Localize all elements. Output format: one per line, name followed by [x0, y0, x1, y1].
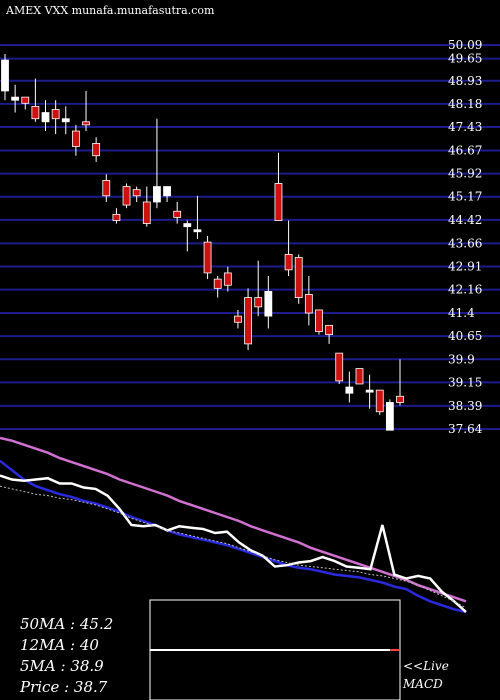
candle: [183, 220, 192, 252]
candle: [325, 324, 334, 344]
ma-series-line: [0, 485, 467, 609]
y-tick-label: 49.65: [448, 52, 482, 66]
candle: [304, 276, 313, 326]
candle: [153, 118, 161, 209]
candle: [345, 371, 354, 403]
candle: [294, 254, 303, 304]
ma50-label: 50MA : 45.2: [20, 615, 113, 633]
candle: [254, 260, 263, 317]
candle: [61, 106, 70, 135]
candle: [365, 374, 374, 409]
price-label: Price : 38.7: [19, 678, 108, 696]
candle: [203, 235, 212, 280]
candle: [1, 53, 9, 101]
candle: [31, 78, 40, 122]
ma-series-line: [0, 459, 467, 614]
macd-live-label: <<Live: [403, 659, 449, 673]
y-tick-label: 43.66: [448, 236, 482, 250]
ma-series-line: [0, 474, 467, 613]
y-tick-label: 44.42: [448, 213, 482, 227]
y-tick-label: 40.65: [448, 329, 482, 343]
y-tick-label: 42.91: [448, 259, 482, 273]
ma12-label: 12MA : 40: [20, 636, 99, 654]
y-tick-label: 41.4: [448, 306, 475, 320]
candle: [82, 90, 90, 132]
y-tick-label: 47.43: [448, 120, 482, 134]
ma5-label: 5MA : 38.9: [20, 657, 104, 675]
candle: [385, 399, 394, 431]
candle: [396, 359, 404, 406]
candle: [112, 208, 121, 224]
y-tick-label: 46.67: [448, 143, 482, 157]
candle: [51, 100, 60, 135]
y-tick-label: 48.18: [448, 97, 482, 111]
y-tick-label: 45.92: [448, 167, 482, 181]
candle: [142, 186, 151, 227]
candle: [223, 266, 232, 292]
y-tick-label: 39.9: [448, 352, 475, 366]
y-tick-label: 50.09: [448, 38, 482, 52]
y-tick-label: 38.39: [448, 399, 482, 413]
candle: [375, 389, 384, 415]
candle: [122, 183, 131, 209]
candle: [213, 276, 222, 298]
macd-label: MACD: [402, 677, 443, 691]
candle: [163, 186, 171, 202]
candlesticks: [1, 53, 404, 431]
candle: [173, 201, 182, 224]
candle: [264, 276, 273, 329]
candle: [132, 186, 141, 202]
y-tick-label: 48.93: [448, 74, 482, 88]
y-tick-label: 39.15: [448, 375, 482, 389]
candle: [234, 309, 242, 329]
chart-header: AMEX VXX munafa.munafasutra.com: [5, 4, 215, 17]
candle: [11, 84, 20, 113]
candle: [274, 152, 283, 221]
moving-average-panel: [0, 436, 467, 614]
candle: [335, 352, 344, 384]
y-tick-label: 45.17: [448, 190, 482, 204]
grid-lines: [0, 44, 500, 430]
candle: [92, 137, 101, 162]
candle: [315, 309, 323, 335]
y-tick-label: 42.16: [448, 283, 482, 297]
candle: [71, 124, 80, 156]
candle: [193, 195, 202, 240]
candle: [21, 96, 30, 110]
ma-series-line: [0, 436, 467, 603]
candle: [355, 368, 364, 385]
candle: [102, 174, 111, 202]
candle: [41, 100, 50, 132]
y-tick-label: 37.64: [448, 422, 483, 436]
candle: [244, 288, 252, 351]
candle: [284, 220, 293, 277]
